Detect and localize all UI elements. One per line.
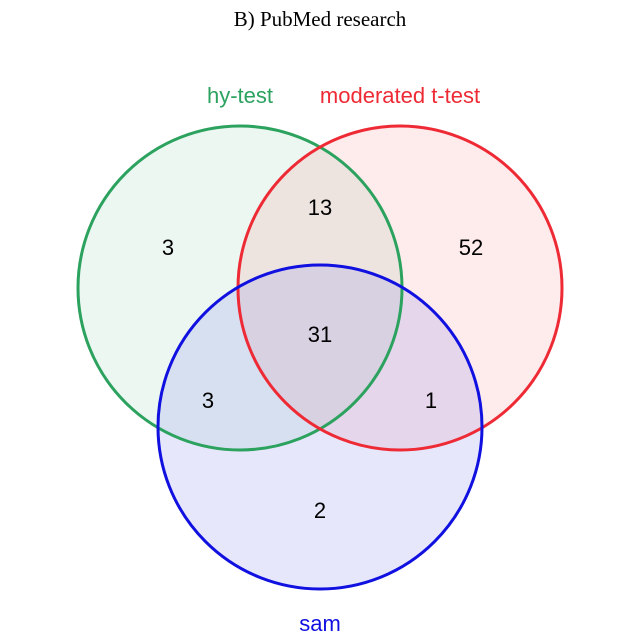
- sam-label: sam: [299, 611, 341, 636]
- count-sam-only: 2: [314, 498, 326, 523]
- count-all-three: 31: [308, 322, 332, 347]
- count-hy-test-moderated: 13: [308, 195, 332, 220]
- count-hy-test-sam: 3: [202, 388, 214, 413]
- moderated-t-test-circle-fill: [238, 126, 562, 450]
- count-moderated-sam: 1: [425, 388, 437, 413]
- sam-circle-fill: [158, 265, 482, 589]
- diagram-title: B) PubMed research: [234, 7, 407, 31]
- count-moderated-only: 52: [459, 235, 483, 260]
- moderated-t-test-label: moderated t-test: [320, 83, 480, 108]
- hy-test-label: hy-test: [207, 83, 273, 108]
- hy-test-circle-fill: [78, 126, 402, 450]
- sam-circle-outline: [156, 263, 484, 591]
- count-hy-test-only: 3: [162, 235, 174, 260]
